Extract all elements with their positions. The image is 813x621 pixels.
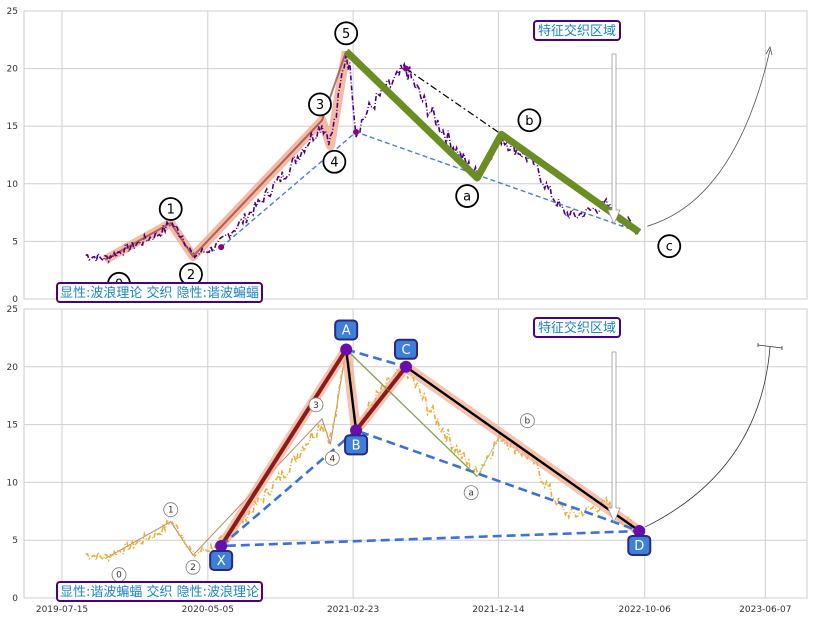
corrective-wave-line xyxy=(343,48,642,236)
harmonic-point-marker xyxy=(215,539,228,552)
harmonic-dashed-line xyxy=(220,428,640,548)
harmonic-ac-dashed xyxy=(345,348,407,369)
harmonic-label-text: C xyxy=(401,343,410,358)
wave-label-text-small: 4 xyxy=(330,454,336,464)
y-tick-label: 20 xyxy=(7,363,19,373)
wave-label-circle xyxy=(455,184,480,208)
plot-area xyxy=(23,10,808,300)
wave-label-circle-small xyxy=(163,502,179,518)
wave-label-circle xyxy=(158,197,183,221)
regime-label-text: 显性:波浪理论 交织 隐性:谐波蝙蝠 xyxy=(60,285,259,301)
y-tick-label: 20 xyxy=(7,65,19,75)
harmonic-label-box xyxy=(393,338,418,360)
wave-label-text: c xyxy=(666,240,673,255)
projection-curve xyxy=(645,346,771,528)
harmonic-green-line xyxy=(345,348,478,478)
wave-label-circle-small xyxy=(519,413,535,429)
y-tick-label: 0 xyxy=(12,295,18,305)
feature-zone-label-text: 特征交织区域 xyxy=(538,320,616,336)
feature-zone-label-text: 特征交织区域 xyxy=(538,23,616,39)
harmonic-label-box xyxy=(344,434,369,456)
wave-label-text-small: 3 xyxy=(313,401,319,411)
x-tick-label: 2021-02-23 xyxy=(327,605,379,615)
harmonic-label-text: X xyxy=(217,554,226,569)
wave-label-circle xyxy=(322,149,347,174)
arrow-down xyxy=(607,351,621,524)
x-tick-label: 2021-12-14 xyxy=(472,605,525,615)
wave-label-text: 4 xyxy=(330,155,338,170)
y-tick-label: 15 xyxy=(7,122,18,132)
wave-label-circle xyxy=(657,234,682,259)
x-tick-label: 2023-06-07 xyxy=(739,605,791,615)
wave-label-text-small: b xyxy=(525,417,531,427)
harmonic-marker xyxy=(402,65,409,72)
wave-label-text: 5 xyxy=(342,27,350,42)
harmonic-label-text: D xyxy=(634,539,644,554)
regime-label-box xyxy=(56,581,263,602)
harmonic-marker xyxy=(218,244,225,251)
wave-label-text-small: 2 xyxy=(190,563,196,573)
wave-label-circle-small xyxy=(308,397,324,413)
wave-label-text: 1 xyxy=(167,202,175,217)
arrow-down xyxy=(607,53,621,226)
wave-label-text-small: 0 xyxy=(116,571,122,581)
harmonic-point-marker xyxy=(633,524,646,537)
wave-label-circle-small xyxy=(463,485,479,501)
projection-bar xyxy=(757,343,783,350)
wave-label-text-small: a xyxy=(468,489,474,499)
y-tick-label: 5 xyxy=(12,237,18,247)
price-series-line xyxy=(85,54,640,265)
projection-arrowhead xyxy=(765,45,773,56)
harmonic-point-marker xyxy=(399,360,412,373)
harmonic-label-box xyxy=(627,534,652,556)
wave-label-text: 3 xyxy=(316,98,324,113)
wave-path-line xyxy=(104,50,348,261)
harmonic-point-marker xyxy=(350,424,363,437)
feature-zone-label-box xyxy=(533,317,621,338)
regime-label-text: 显性:谐波蝙蝠 交织 隐性:波浪理论 xyxy=(60,584,259,600)
y-tick-label: 5 xyxy=(12,536,18,546)
feature-zone-label-box xyxy=(533,20,621,41)
y-tick-label: 10 xyxy=(7,478,19,488)
y-tick-label: 25 xyxy=(7,305,18,315)
harmonic-label-box xyxy=(334,319,359,341)
wave-label-circle-small xyxy=(185,559,201,575)
y-tick-label: 25 xyxy=(7,7,18,17)
x-tick-label: 2019-07-15 xyxy=(36,605,88,615)
projection-curve xyxy=(647,49,771,227)
price-series-line xyxy=(85,352,640,564)
harmonic-label-text: B xyxy=(352,438,361,453)
y-tick-label: 15 xyxy=(7,421,18,431)
harmonic-black-dashdot xyxy=(405,68,502,135)
top-chart-panel: 0510152025012345abc特征交织区域显性:波浪理论 交织 隐性:谐… xyxy=(7,7,808,305)
harmonic-label-text: A xyxy=(342,323,351,338)
regime-label-box xyxy=(56,282,263,303)
harmonic-bc-leg xyxy=(354,365,408,432)
wave-label-text: 2 xyxy=(187,268,195,283)
harmonic-xa-leg xyxy=(219,348,348,548)
wave-label-text: b xyxy=(525,114,533,129)
harmonic-label-box xyxy=(209,549,234,571)
wave-label-circle-small xyxy=(324,450,340,466)
x-tick-label: 2020-05-05 xyxy=(182,605,234,615)
y-tick-label: 0 xyxy=(12,594,18,604)
x-tick-label: 2022-10-06 xyxy=(619,605,672,615)
wave-label-text: a xyxy=(463,190,471,205)
wave-label-circle xyxy=(517,108,542,133)
wave-label-circle xyxy=(334,21,359,46)
harmonic-marker xyxy=(353,128,360,135)
y-tick-label: 10 xyxy=(7,180,19,190)
wave-label-circle xyxy=(308,92,332,117)
harmonic-point-marker xyxy=(340,343,353,356)
wave-label-text-small: 1 xyxy=(168,506,174,516)
